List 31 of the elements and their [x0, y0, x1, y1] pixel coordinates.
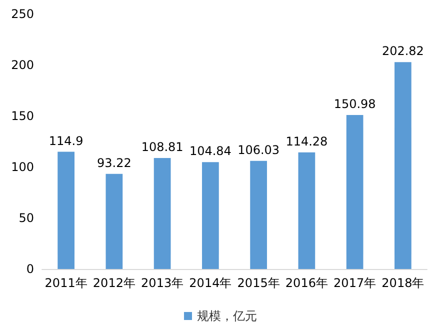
bar	[154, 158, 171, 269]
y-tick-label: 150	[11, 109, 34, 123]
x-tick-label: 2017年	[334, 276, 376, 290]
bar	[58, 152, 74, 269]
bar	[394, 62, 412, 269]
bar	[106, 174, 123, 269]
bar	[202, 162, 219, 269]
data-label: 108.81	[141, 140, 184, 154]
y-tick-label: 50	[18, 211, 34, 225]
x-tick-label: 2011年	[44, 276, 88, 290]
x-tick-label: 2018年	[382, 276, 424, 290]
data-label: 106.03	[238, 142, 280, 157]
y-tick-label: 200	[11, 58, 34, 72]
y-tick-label: 250	[11, 7, 34, 21]
bar	[346, 115, 364, 269]
data-label: 114.28	[286, 134, 328, 148]
x-tick-label: 2015年	[237, 276, 280, 290]
y-tick-label: 100	[11, 160, 34, 174]
data-label: 104.84	[189, 144, 232, 158]
x-tick-label: 2016年	[285, 276, 328, 290]
data-label: 114.9	[48, 134, 84, 148]
x-tick-label: 2012年	[92, 276, 136, 290]
data-label: 202.82	[382, 44, 424, 58]
bar	[250, 160, 267, 269]
bar	[298, 152, 316, 269]
data-label: 93.22	[97, 156, 132, 170]
y-tick-label: 0	[26, 262, 34, 276]
legend-label: 规模，亿元	[197, 309, 257, 323]
data-label: 150.98	[334, 97, 376, 111]
x-tick-label: 2013年	[141, 276, 184, 290]
x-tick-label: 2014年	[189, 276, 232, 290]
